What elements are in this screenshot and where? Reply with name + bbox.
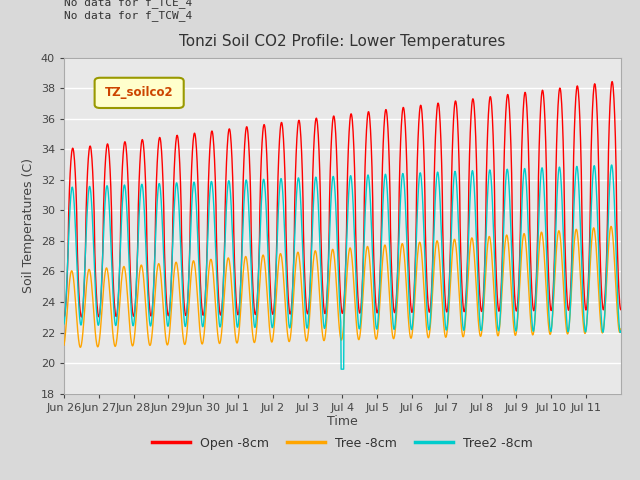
FancyBboxPatch shape	[95, 78, 184, 108]
Legend: Open -8cm, Tree -8cm, Tree2 -8cm: Open -8cm, Tree -8cm, Tree2 -8cm	[147, 432, 538, 455]
Text: No data for f_TCE_4
No data for f_TCW_4: No data for f_TCE_4 No data for f_TCW_4	[64, 0, 192, 21]
Y-axis label: Soil Temperatures (C): Soil Temperatures (C)	[22, 158, 35, 293]
Text: TZ_soilco2: TZ_soilco2	[105, 86, 173, 99]
Title: Tonzi Soil CO2 Profile: Lower Temperatures: Tonzi Soil CO2 Profile: Lower Temperatur…	[179, 35, 506, 49]
X-axis label: Time: Time	[327, 415, 358, 429]
